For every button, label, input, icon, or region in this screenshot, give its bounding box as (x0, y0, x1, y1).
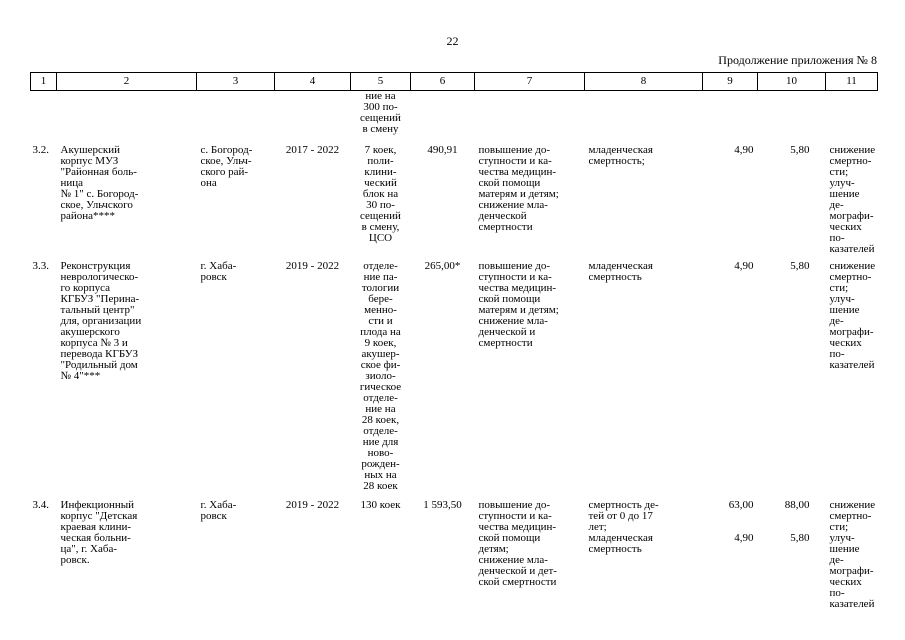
cost: 265,00* (424, 260, 461, 272)
indicator: младенческая смертность; (588, 144, 653, 167)
header-col-8: 8 (584, 72, 703, 91)
header-col-4: 4 (274, 72, 351, 91)
location: г. Хаба- ровск (200, 260, 237, 283)
period: 2019 - 2022 (285, 260, 340, 272)
goal: повышение до- ступности и ка- чества мед… (478, 144, 559, 233)
value-col-9: 4,90 (734, 260, 754, 272)
value-col-10: 5,80 (790, 144, 810, 156)
location: с. Богород- ское, Ульч- ского рай- она (200, 144, 253, 189)
header-col-5: 5 (350, 72, 411, 91)
cost: 1 593,50 (423, 499, 462, 511)
goal: повышение до- ступности и ка- чества мед… (478, 499, 557, 588)
header-col-9: 9 (702, 72, 758, 91)
value-col-9: 63,00 4,90 (728, 499, 754, 544)
table-row-3-3: 3.3. Реконструкция неврологическо- го ко… (31, 255, 878, 492)
value-col-9: 4,90 (734, 144, 754, 156)
effect: снижение смертно- сти; улуч- шение де- м… (829, 499, 876, 610)
cost: 490,91 (427, 144, 458, 156)
header-col-10: 10 (757, 72, 826, 91)
table-row-3-2: 3.2. Акушерский корпус МУЗ "Районная бол… (31, 137, 878, 255)
period: 2017 - 2022 (285, 144, 340, 156)
object-name: Инфекционный корпус "Детская краевая кли… (60, 499, 138, 566)
value-col-10: 88,00 5,80 (784, 499, 810, 544)
header-col-6: 6 (410, 72, 475, 91)
header-col-1: 1 (30, 72, 57, 91)
indicator: смертность де- тей от 0 до 17 лет; младе… (588, 499, 659, 555)
row-number: 3.2. (32, 144, 50, 156)
header-col-11: 11 (825, 72, 878, 91)
indicator: младенческая смертность (588, 260, 653, 283)
effect: снижение смертно- сти; улуч- шение де- м… (829, 144, 876, 255)
header-col-2: 2 (56, 72, 197, 91)
object-name: Реконструкция неврологическо- го корпуса… (60, 260, 142, 382)
location: г. Хаба- ровск (200, 499, 237, 522)
row-number: 3.4. (32, 499, 50, 511)
header-col-7: 7 (474, 72, 585, 91)
row-number: 3.3. (32, 260, 50, 272)
value-col-10: 5,80 (790, 260, 810, 272)
continuation-capacity: ние на 300 по- сещений в смену (360, 90, 401, 135)
effect: снижение смертно- сти; улуч- шение де- м… (829, 260, 876, 371)
continuation-row: ние на 300 по- сещений в смену (31, 91, 878, 138)
table-row-3-4: 3.4. Инфекционный корпус "Детская краева… (31, 492, 878, 610)
goal: повышение до- ступности и ка- чества мед… (478, 260, 559, 349)
page-number: 22 (446, 34, 459, 48)
period: 2019 - 2022 (285, 499, 340, 511)
object-name: Акушерский корпус МУЗ "Районная боль- ни… (60, 144, 139, 222)
header-row: 1 2 3 4 5 6 7 8 9 10 11 (30, 72, 878, 91)
capacity: 130 коек (360, 499, 401, 511)
capacity: 7 коек, поли- клини- ческий блок на 30 п… (360, 144, 401, 244)
header-col-3: 3 (196, 72, 275, 91)
appendix-caption: Продолжение приложения № 8 (718, 53, 877, 67)
capacity: отделе- ние па- тологии бере- менно- сти… (359, 260, 402, 492)
appendix-table: 1 2 3 4 5 6 7 8 9 10 11 ние на 300 по- с… (30, 72, 878, 610)
